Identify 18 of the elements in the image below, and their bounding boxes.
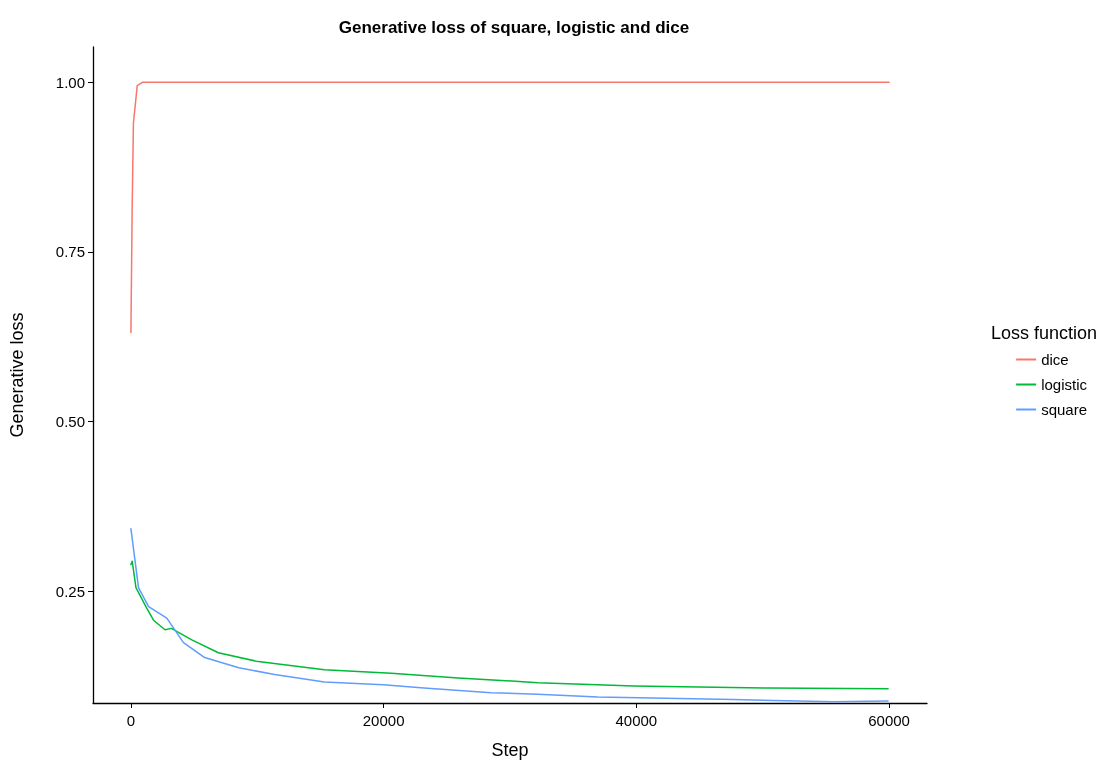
- y-tick-label: 0.50: [55, 412, 85, 430]
- chart-title: Generative loss of square, logistic and dice: [338, 18, 690, 37]
- x-tick-label: 20000: [362, 712, 405, 729]
- x-tick-label: 40000: [615, 712, 658, 729]
- x-axis-title: Step: [491, 740, 529, 760]
- y-tick-label: 1.00: [55, 73, 85, 91]
- line-series: [130, 81, 890, 334]
- legend-title: Loss function: [990, 323, 1098, 343]
- line-series: [130, 527, 889, 703]
- legend-label: dice: [1041, 351, 1069, 368]
- y-tick-label: 0.25: [55, 582, 85, 600]
- legend-label: square: [1041, 401, 1088, 418]
- legend-label: logistic: [1041, 376, 1088, 393]
- y-tick-label: 0.75: [55, 243, 85, 261]
- x-tick-label: 0: [126, 712, 136, 729]
- y-axis-title: Generative loss: [7, 312, 27, 438]
- line-series: [130, 560, 889, 690]
- x-tick-label: 60000: [868, 712, 910, 729]
